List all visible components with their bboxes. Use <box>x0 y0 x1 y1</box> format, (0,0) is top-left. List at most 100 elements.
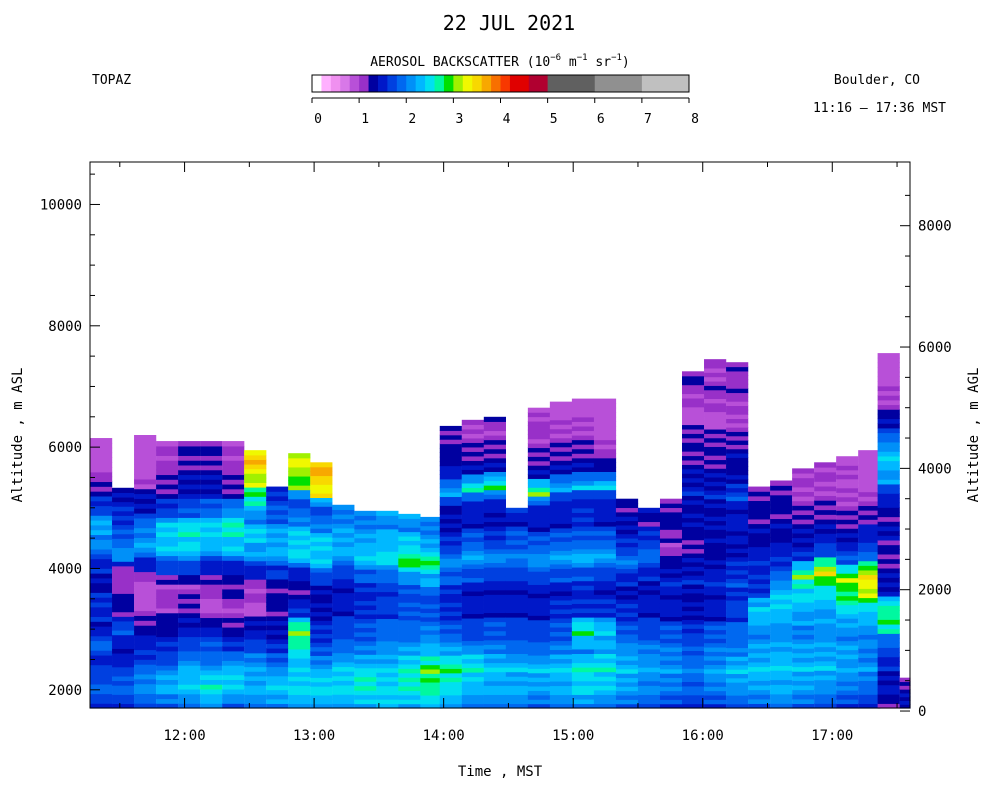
heatmap-cell <box>156 622 179 628</box>
x-tick-label-1200: 12:00 <box>163 728 205 744</box>
heatmap-cell <box>505 626 529 632</box>
heatmap-cell <box>483 416 507 422</box>
heatmap-cell <box>461 644 484 651</box>
heatmap-cell <box>398 641 421 647</box>
heatmap-cell <box>483 598 507 604</box>
heatmap-cell <box>527 624 551 630</box>
heatmap-cell <box>156 507 179 514</box>
heatmap-cell <box>726 673 749 679</box>
heatmap-cell <box>266 606 289 612</box>
heatmap-cell <box>420 590 443 596</box>
heatmap-cell <box>814 627 837 633</box>
heatmap-cell <box>704 468 727 474</box>
heatmap-cell <box>836 645 859 651</box>
heatmap-cell <box>704 638 727 644</box>
heatmap-cell <box>571 539 595 545</box>
heatmap-cell <box>814 618 837 624</box>
heatmap-cell <box>134 664 157 670</box>
colorbar-bin-15 <box>453 75 464 92</box>
heatmap-cell <box>770 480 793 486</box>
heatmap-cell <box>527 429 551 435</box>
heatmap-cell <box>858 675 881 681</box>
heatmap-cell <box>483 612 507 618</box>
heatmap-cell <box>461 437 484 443</box>
heatmap-cell <box>682 508 705 514</box>
heatmap-cell <box>156 565 179 571</box>
heatmap-cell <box>704 568 727 574</box>
heatmap-cell <box>836 487 859 493</box>
heatmap-cell <box>792 661 815 668</box>
heatmap-cell <box>527 553 551 559</box>
heatmap-cell <box>593 516 617 523</box>
heatmap-cell <box>615 638 639 644</box>
heatmap-cell <box>505 648 529 654</box>
heatmap-cell <box>134 566 157 573</box>
heatmap-cell <box>527 509 551 515</box>
heatmap-cell <box>461 496 484 502</box>
heatmap-cell <box>439 540 462 546</box>
heatmap-cell <box>244 689 267 695</box>
heatmap-cell <box>483 648 507 654</box>
heatmap-cell <box>659 568 683 574</box>
heatmap-cell <box>858 459 881 465</box>
heatmap-cell <box>505 585 529 591</box>
heatmap-cell <box>549 523 573 529</box>
heatmap-cell <box>571 453 595 459</box>
heatmap-cell <box>439 447 462 453</box>
heatmap-cell <box>792 500 815 506</box>
heatmap-cell <box>134 620 157 626</box>
heatmap-cell <box>288 671 311 677</box>
heatmap-cell <box>156 498 179 504</box>
heatmap-cell <box>527 615 551 621</box>
heatmap-cell <box>398 677 421 683</box>
heatmap-cell <box>483 589 507 595</box>
heatmap-cell <box>527 443 551 449</box>
heatmap-cell <box>244 579 267 585</box>
heatmap-cell <box>836 622 859 628</box>
heatmap-cell <box>748 546 771 552</box>
heatmap-cell <box>222 526 245 533</box>
heatmap-cell <box>310 659 333 665</box>
heatmap-cell <box>266 629 289 635</box>
heatmap-cell <box>527 694 551 700</box>
heatmap-cell <box>814 547 837 553</box>
heatmap-cell <box>156 545 179 552</box>
heatmap-cell <box>726 375 749 381</box>
heatmap-cell <box>814 674 837 681</box>
heatmap-cell <box>461 419 484 425</box>
heatmap-cell <box>770 561 793 567</box>
heatmap-cell <box>310 558 333 564</box>
heatmap-cell <box>90 553 113 560</box>
heatmap-cell <box>615 651 639 657</box>
heatmap-cell <box>354 694 377 700</box>
heatmap-cell <box>726 647 749 653</box>
colorbar-bin-9 <box>396 75 407 92</box>
heatmap-cell <box>770 693 793 700</box>
time-range-label: 11:16 – 17:36 MST <box>813 101 946 116</box>
heatmap-cell <box>483 644 507 650</box>
heatmap-cell <box>461 550 484 556</box>
heatmap-cell <box>398 531 421 537</box>
colorbar-bin-19 <box>491 75 501 92</box>
heatmap-cell <box>792 532 815 539</box>
heatmap-cell <box>704 446 727 452</box>
heatmap-cell <box>877 469 900 476</box>
heatmap-cell <box>748 500 771 506</box>
heatmap-cell <box>483 557 507 563</box>
heatmap-cell <box>156 464 179 471</box>
heatmap-cell <box>439 611 462 617</box>
heatmap-cell <box>178 541 201 547</box>
heatmap-cell <box>748 532 771 538</box>
heatmap-cell <box>682 632 705 638</box>
heatmap-cell <box>704 511 727 517</box>
heatmap-cell <box>593 657 617 664</box>
heatmap-cell <box>637 603 661 609</box>
heatmap-cell <box>527 487 551 493</box>
heatmap-cell <box>571 571 595 577</box>
heatmap-cell <box>439 549 462 555</box>
heatmap-cell <box>682 442 705 448</box>
heatmap-cell <box>200 498 223 504</box>
heatmap-cell <box>527 685 551 691</box>
heatmap-cell <box>814 604 837 610</box>
heatmap-cell <box>704 359 727 365</box>
